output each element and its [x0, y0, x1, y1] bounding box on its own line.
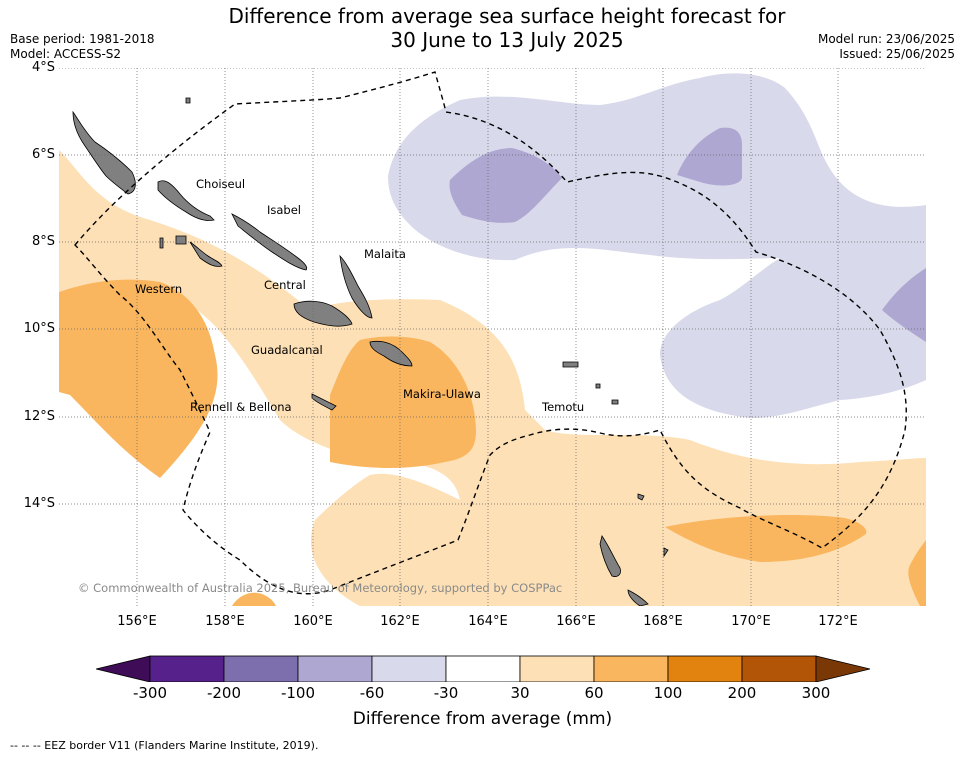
meta-right: Model run: 23/06/2025 Issued: 25/06/2025	[818, 32, 955, 62]
sea-level-map: Choiseul Isabel Malaita Western Central …	[59, 68, 926, 606]
colorbar-segment	[223, 655, 299, 682]
lat-tick-label: 10°S	[23, 321, 55, 336]
colorbar-title: Difference from average (mm)	[352, 709, 613, 729]
lon-tick-label: 166°E	[556, 614, 596, 629]
place-label-rennell-bellona: Rennell & Bellona	[190, 400, 292, 414]
colorbar-tick-label: -200	[206, 684, 242, 702]
model-name-text: Model: ACCESS-S2	[10, 47, 122, 61]
lon-tick-label: 164°E	[468, 614, 508, 629]
place-label-isabel: Isabel	[267, 203, 301, 217]
anomaly-region-60-100	[232, 592, 276, 606]
colorbar-extend-low	[96, 655, 151, 682]
lon-tick-label: 170°E	[731, 614, 771, 629]
eez-border	[74, 71, 907, 595]
colorbar-segment	[371, 655, 447, 682]
colorbar-segment	[149, 655, 225, 682]
issued-date-text: Issued: 25/06/2025	[839, 47, 955, 61]
colorbar-segment	[741, 655, 817, 682]
colorbar-tick-label: -60	[359, 684, 385, 702]
colorbar-tick-label: -30	[433, 684, 459, 702]
colorbar-tick-label: 100	[653, 684, 683, 702]
anomaly-region-neg60-neg100	[882, 268, 926, 342]
meta-left: Base period: 1981-2018 Model: ACCESS-S2	[10, 32, 155, 62]
lon-tick-label: 168°E	[643, 614, 683, 629]
lat-tick-label: 8°S	[31, 234, 55, 249]
place-label-central: Central	[264, 278, 306, 292]
colorbar-segment	[445, 655, 521, 682]
map-title-line1: Difference from average sea surface heig…	[228, 4, 786, 28]
colorbar-tick-label: 60	[584, 684, 604, 702]
lat-tick-label: 4°S	[31, 60, 55, 75]
anomaly-region-60-100	[665, 515, 867, 562]
place-label-guadalcanal: Guadalcanal	[251, 343, 323, 357]
lon-tick-label: 172°E	[818, 614, 858, 629]
colorbar-segment	[667, 655, 743, 682]
lon-tick-label: 160°E	[293, 614, 333, 629]
anomaly-region-neg60-neg100	[449, 148, 562, 223]
lat-tick-label: 6°S	[31, 147, 55, 162]
anomaly-region-60-100	[330, 336, 476, 468]
map-title-line2: 30 June to 13 July 2025	[390, 28, 624, 52]
place-label-makira-ulawa: Makira-Ulawa	[403, 387, 481, 401]
place-label-temotu: Temotu	[541, 400, 584, 414]
lat-tick-label: 12°S	[23, 409, 55, 424]
colorbar-tick-label: 200	[727, 684, 757, 702]
colorbar-segment	[297, 655, 373, 682]
colorbar	[96, 655, 871, 682]
colorbar-segment	[593, 655, 669, 682]
anomaly-region-neg60-neg100	[677, 127, 742, 186]
colorbar-tick-label: 300	[801, 684, 831, 702]
colorbar-extend-high	[815, 655, 871, 682]
colorbar-tick-label: 30	[510, 684, 530, 702]
place-label-choiseul: Choiseul	[196, 177, 245, 191]
model-run-text: Model run: 23/06/2025	[817, 32, 955, 46]
anomaly-region-60-100	[908, 540, 926, 606]
base-period-text: Base period: 1981-2018	[10, 32, 155, 46]
colorbar-segment	[519, 655, 595, 682]
lat-tick-label: 14°S	[23, 496, 55, 511]
place-label-western: Western	[135, 282, 182, 296]
colorbar-tick-label: -100	[280, 684, 316, 702]
copyright-credit: © Commonwealth of Australia 2025, Bureau…	[78, 581, 562, 595]
anomaly-region-30-60	[59, 150, 926, 606]
eez-legend-text: -- -- -- EEZ border V11 (Flanders Marine…	[10, 739, 319, 752]
colorbar-tick-label: -300	[132, 684, 168, 702]
lon-tick-label: 156°E	[117, 614, 157, 629]
lon-tick-label: 158°E	[205, 614, 245, 629]
place-label-malaita: Malaita	[364, 247, 406, 261]
lon-tick-label: 162°E	[380, 614, 420, 629]
